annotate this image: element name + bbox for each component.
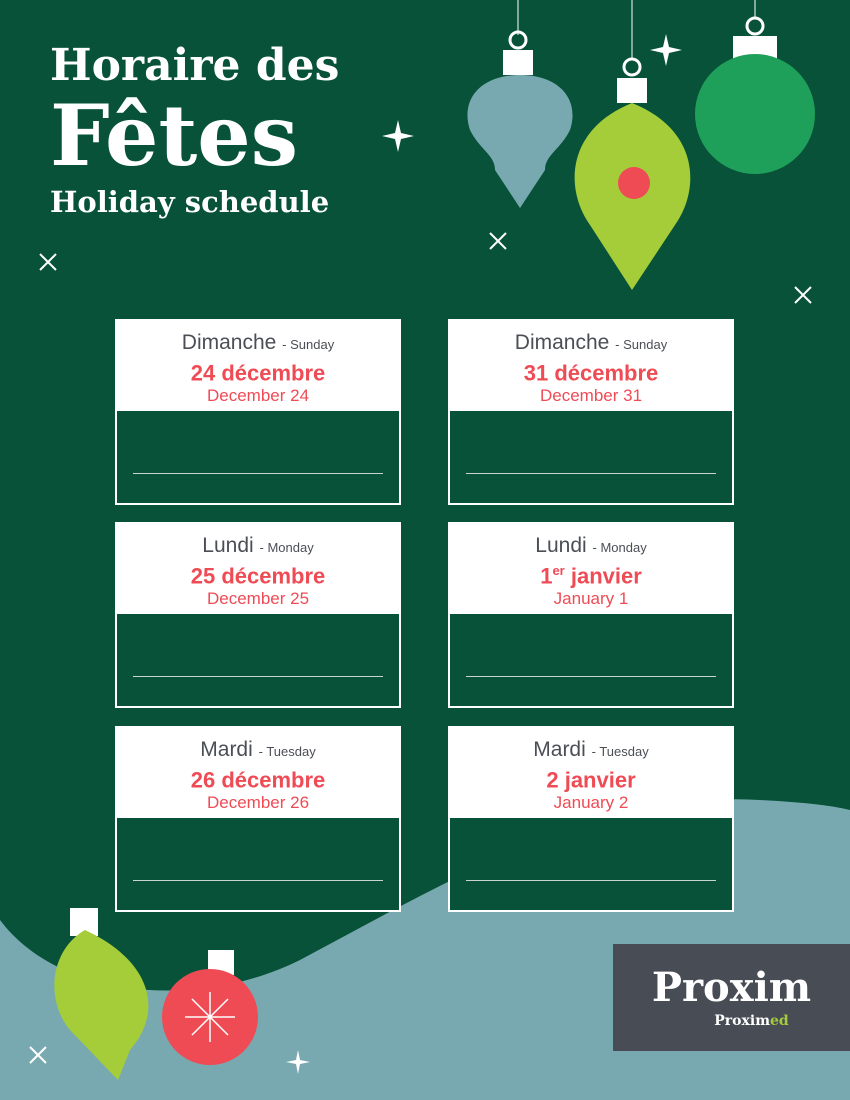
sparkle-icons [286, 34, 682, 1074]
card-header: Lundi - Monday 1er janvier January 1 [450, 524, 732, 614]
day-name: Lundi - Monday [535, 534, 647, 557]
date-en: December 31 [539, 386, 643, 406]
card-header: Dimanche - Sunday 31 décembre December 3… [450, 321, 732, 411]
date-en: December 24 [206, 386, 310, 406]
date-fr: 24 décembre [190, 360, 326, 386]
day-name: Lundi - Monday [202, 534, 314, 557]
day-name: Mardi - Tuesday [533, 738, 649, 761]
star-cross-icons [29, 232, 812, 1064]
title-line-2: Fêtes [50, 86, 299, 185]
ornament-round-icon [695, 0, 815, 174]
hours-line [466, 880, 716, 881]
ornament-bottom-green-icon [54, 908, 149, 1080]
day-name: Dimanche - Sunday [514, 331, 668, 354]
date-fr: 25 décembre [190, 563, 326, 589]
date-fr: 31 décembre [523, 360, 659, 386]
date-en: December 25 [206, 589, 310, 609]
schedule-card: Lundi - Monday 1er janvier January 1 [448, 522, 734, 708]
hours-line [133, 676, 383, 677]
schedule-card: Mardi - Tuesday 2 janvier January 2 [448, 726, 734, 912]
date-fr: 2 janvier [546, 767, 636, 793]
schedule-card: Dimanche - Sunday 24 décembre December 2… [115, 319, 401, 505]
date-en: December 26 [206, 793, 310, 813]
date-en: January 1 [553, 589, 629, 609]
card-header: Dimanche - Sunday 24 décembre December 2… [117, 321, 399, 411]
title-line-3: Holiday schedule [50, 185, 330, 219]
schedule-card: Lundi - Monday 25 décembre December 25 [115, 522, 401, 708]
page-title: Horaire des Fêtes Holiday schedule [50, 40, 339, 222]
logo-sub: Proximed [714, 1013, 789, 1029]
hours-line [466, 676, 716, 677]
card-header: Mardi - Tuesday 2 janvier January 2 [450, 728, 732, 818]
date-en: January 2 [553, 793, 629, 813]
ornament-stripe-icon [467, 0, 573, 208]
ornament-bottom-red-icon [162, 950, 258, 1065]
hours-line [133, 880, 383, 881]
day-name: Dimanche - Sunday [181, 331, 335, 354]
card-header: Mardi - Tuesday 26 décembre December 26 [117, 728, 399, 818]
hours-line [133, 473, 383, 474]
proxim-logo: Proxim Proximed [613, 944, 850, 1051]
schedule-card: Mardi - Tuesday 26 décembre December 26 [115, 726, 401, 912]
ornament-drop-icon [574, 0, 691, 290]
logo-main: Proxim [651, 964, 812, 1011]
date-fr: 26 décembre [190, 767, 326, 793]
schedule-card: Dimanche - Sunday 31 décembre December 3… [448, 319, 734, 505]
date-fr: 1er janvier [540, 563, 642, 589]
title-line-1: Horaire des [50, 40, 340, 91]
hours-line [466, 473, 716, 474]
card-header: Lundi - Monday 25 décembre December 25 [117, 524, 399, 614]
day-name: Mardi - Tuesday [200, 738, 316, 761]
